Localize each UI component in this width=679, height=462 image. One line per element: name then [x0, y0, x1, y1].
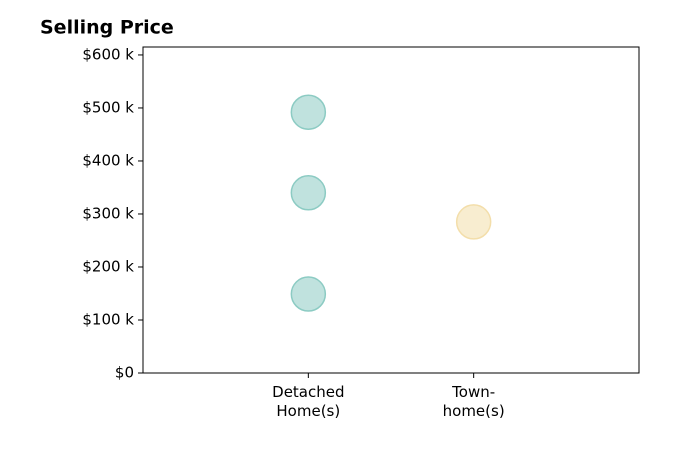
y-tick-label: $400 k [82, 151, 134, 169]
point [290, 276, 327, 312]
point [455, 204, 492, 240]
point [290, 175, 327, 211]
x-tick-label: Town-home(s) [443, 383, 505, 420]
y-tick-label: $300 k [82, 204, 134, 222]
point [290, 94, 327, 130]
y-tick-label: $100 k [82, 310, 134, 328]
chart-title: Selling Price [40, 17, 174, 39]
plot-frame [142, 46, 640, 374]
x-tick-label: Detached Home(s) [272, 383, 344, 420]
y-tick-label: $500 k [82, 98, 134, 116]
y-tick-label: $600 k [82, 45, 134, 63]
y-tick-label: $0 [115, 364, 134, 382]
y-tick-label: $200 k [82, 257, 134, 275]
